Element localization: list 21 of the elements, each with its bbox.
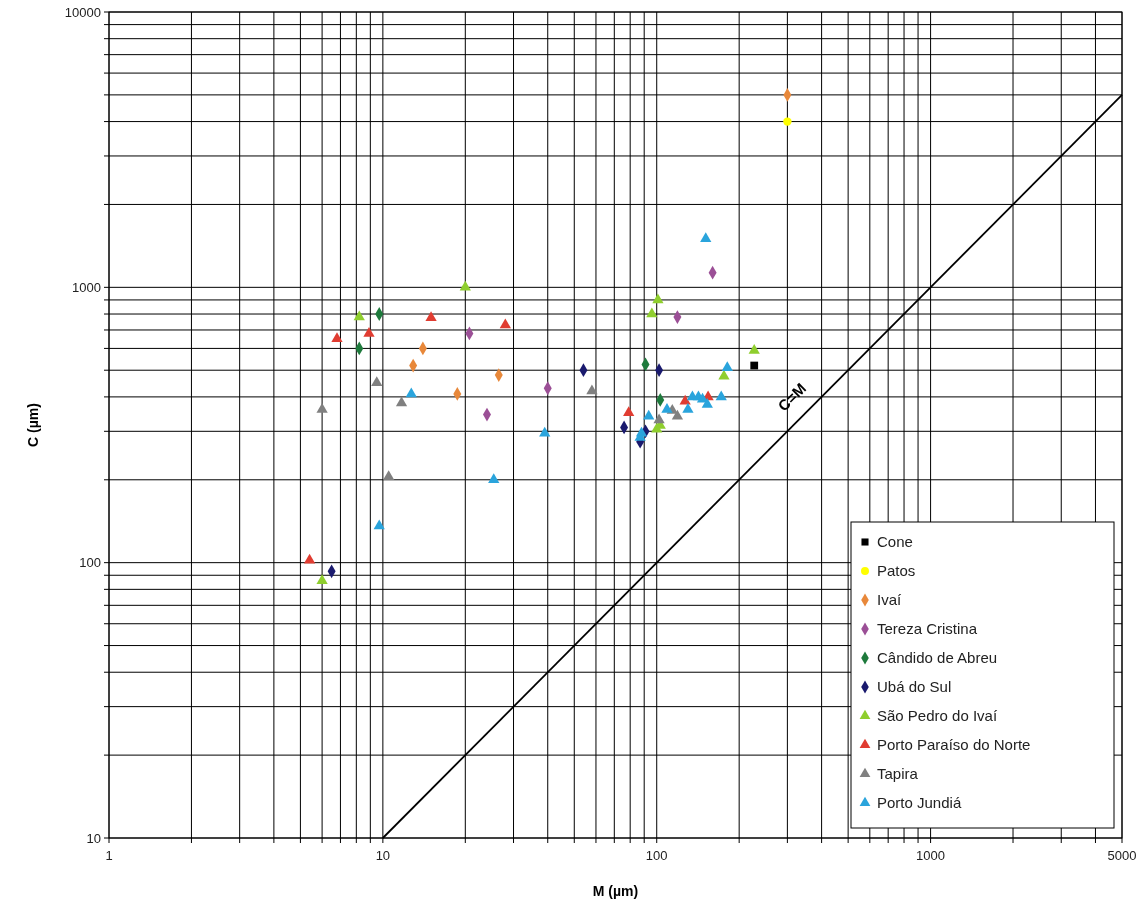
legend-label: Ubá do Sul: [877, 678, 952, 696]
y-tick-label: 1000: [72, 279, 101, 295]
x-tick-label: 100: [645, 848, 668, 863]
legend-label: Cândido de Abreu: [877, 649, 998, 667]
legend-label: Cone: [877, 533, 913, 551]
legend-label: Tereza Cristina: [877, 620, 978, 638]
legend-label: Porto Jundiá: [877, 794, 962, 812]
legend-label: Porto Paraíso do Norte: [877, 736, 1031, 754]
legend-label: Patos: [877, 562, 916, 580]
x-tick-label: 1000: [916, 848, 946, 863]
x-tick-label: 5000: [1107, 848, 1137, 863]
legend-label: São Pedro do Ivaí: [877, 707, 998, 725]
y-axis-title: C (µm): [25, 403, 41, 447]
legend-label: Tapira: [877, 765, 919, 783]
y-tick-label: 100: [79, 555, 101, 571]
x-tick-label: 10: [375, 848, 391, 863]
y-tick-label: 10000: [64, 4, 101, 20]
x-axis-title: M (µm): [592, 883, 639, 899]
x-tick-label: 1: [105, 848, 113, 863]
legend-label: Ivaí: [877, 591, 903, 609]
y-tick-label: 10: [86, 830, 101, 846]
